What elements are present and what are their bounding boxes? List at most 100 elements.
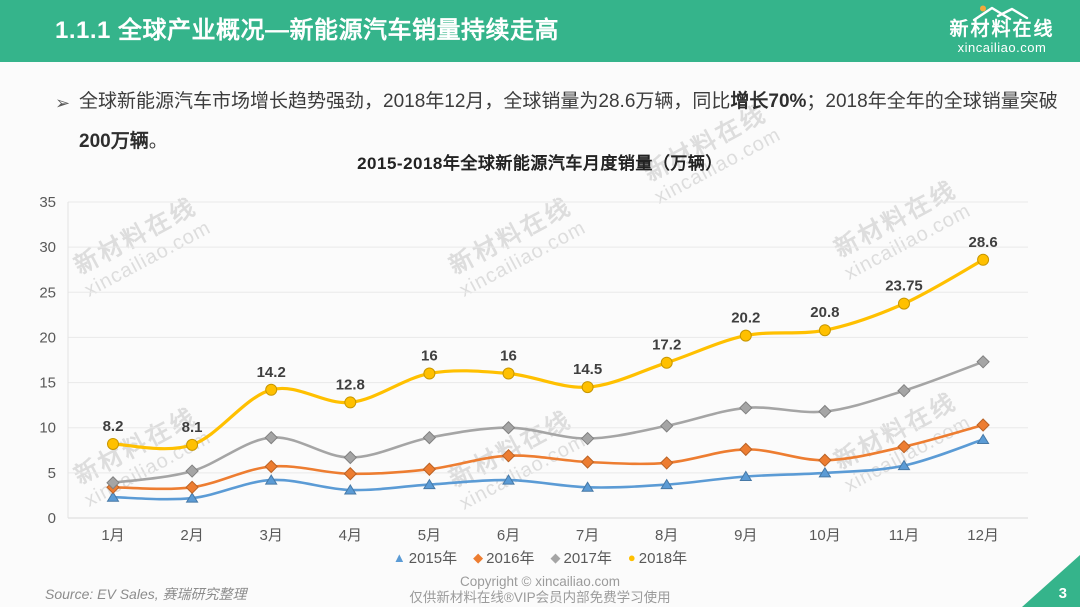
legend-item-2016年: ◆ 2016年	[473, 547, 534, 568]
legend-label: 2017年	[563, 550, 612, 567]
marker-circle	[977, 253, 990, 266]
x-axis-tick: 4月	[339, 527, 362, 544]
data-label: 20.2	[731, 310, 760, 327]
data-label: 12.8	[336, 376, 365, 393]
series-line-2016年	[111, 423, 985, 491]
marker-triangle	[818, 466, 832, 478]
x-axis-tick: 6月	[497, 527, 520, 544]
summary-paragraph: ➢ 全球新能源汽车市场增长趋势强劲，2018年12月，全球销量为28.6万辆，同比…	[55, 82, 1079, 162]
summary-text-bold-1: 增长70%	[730, 91, 807, 112]
summary-text-1: 全球新能源汽车市场增长趋势强劲，2018年12月，全球销量为28.6万辆，同比	[79, 91, 731, 112]
marker-triangle	[343, 484, 357, 495]
marker-diamond	[264, 430, 278, 445]
marker-circle	[344, 396, 357, 409]
data-label: 16	[421, 348, 438, 365]
marker-triangle	[897, 459, 911, 471]
marker-diamond	[422, 462, 437, 476]
summary-text-3: 。	[148, 131, 168, 152]
marker-diamond	[739, 401, 753, 415]
marker-triangle	[185, 492, 199, 503]
data-label: 8.1	[182, 419, 203, 436]
logo-roof-icon	[972, 5, 1029, 22]
data-label: 8.2	[103, 418, 124, 435]
usage-notice: 仅供新材料在线®VIP会员内部免费学习使用	[409, 590, 671, 605]
page-title: 1.1.1 全球产业概况—新能源汽车销量持续走高	[55, 17, 560, 44]
marker-circle	[898, 297, 910, 310]
marker-diamond	[897, 439, 911, 454]
marker-diamond	[580, 431, 595, 446]
source-note: Source: EV Sales, 赛瑞研究整理	[45, 586, 247, 602]
legend-diamond-icon: ◆	[473, 550, 484, 565]
y-axis-tick: 25	[39, 284, 56, 301]
data-label: 28.6	[968, 234, 997, 251]
marker-diamond	[343, 467, 358, 481]
logo-name: 新材料在线	[949, 19, 1055, 40]
marker-diamond	[185, 480, 199, 495]
legend-label: 2015年	[408, 550, 458, 567]
marker-diamond	[897, 383, 911, 398]
marker-diamond	[976, 355, 990, 369]
series-line-2017年	[111, 360, 985, 485]
series-line-2018年	[111, 258, 985, 451]
y-axis-tick: 35	[39, 194, 56, 211]
marker-diamond	[818, 453, 832, 467]
legend-circle-icon: ●	[627, 550, 636, 565]
marker-triangle	[502, 474, 515, 485]
x-axis-tick: 12月	[967, 527, 999, 544]
x-axis-tick: 2月	[180, 527, 203, 544]
legend-label: 2018年	[638, 550, 688, 567]
y-axis-tick: 5	[48, 465, 56, 482]
marker-diamond	[106, 476, 120, 490]
legend-diamond-icon: ◆	[550, 550, 561, 565]
data-label: 14.2	[257, 364, 286, 381]
marker-circle	[502, 367, 515, 380]
brand-logo: 新材料在线 xincailiao.com	[942, 5, 1062, 55]
header-bar: 1.1.1 全球产业概况—新能源汽车销量持续走高 新材料在线 xincailia…	[0, 0, 1080, 62]
data-label: 16	[500, 348, 517, 365]
x-axis-tick: 7月	[576, 527, 599, 544]
marker-triangle	[660, 478, 674, 490]
copyright-block: Copyright © xincailiao.com 仅供新材料在线®VIP会员…	[0, 574, 1080, 606]
marker-triangle	[739, 470, 753, 481]
chart-legend: ▲ 2015年 ◆ 2016年 ◆ 2017年 ● 2018年	[0, 547, 1080, 568]
marker-circle	[818, 324, 831, 337]
x-axis-tick: 10月	[809, 527, 841, 544]
x-axis-tick: 11月	[889, 527, 920, 544]
data-label: 20.8	[810, 304, 839, 321]
summary-text-bold-2: 200万辆	[79, 131, 149, 152]
chart-title: 2015-2018年全球新能源汽车月度销量（万辆）	[357, 154, 723, 173]
summary-text-2: ；2018年全年的全球销量突破	[806, 91, 1058, 112]
x-axis-tick: 1月	[101, 527, 124, 544]
y-axis-tick: 10	[39, 420, 56, 437]
marker-triangle	[423, 478, 436, 490]
marker-diamond	[422, 430, 437, 445]
marker-triangle	[264, 474, 278, 485]
marker-diamond	[343, 450, 358, 465]
marker-diamond	[818, 404, 832, 419]
x-axis-tick: 5月	[418, 527, 441, 544]
marker-triangle	[106, 491, 120, 502]
page-number: 3	[1058, 585, 1067, 602]
marker-circle	[423, 367, 436, 380]
marker-diamond	[659, 419, 674, 433]
marker-diamond	[739, 442, 753, 457]
y-axis-tick: 30	[39, 239, 56, 256]
legend-triangle-icon: ▲	[392, 550, 406, 565]
y-axis-tick: 20	[39, 329, 56, 346]
marker-circle	[107, 437, 119, 450]
x-axis-tick: 8月	[655, 527, 678, 544]
logo-domain: xincailiao.com	[957, 39, 1047, 55]
arrow-bullet-icon: ➢	[55, 93, 71, 113]
marker-diamond	[580, 455, 595, 469]
marker-circle	[581, 381, 594, 394]
legend-item-2017年: ◆ 2017年	[551, 547, 612, 568]
data-label: 17.2	[652, 337, 681, 354]
marker-circle	[660, 356, 673, 369]
marker-triangle	[976, 433, 990, 444]
marker-diamond	[264, 459, 278, 474]
legend-item-2018年: ● 2018年	[628, 547, 687, 568]
marker-triangle	[581, 481, 594, 492]
x-axis-tick: 9月	[734, 527, 757, 544]
series-line-2015年	[111, 438, 985, 501]
